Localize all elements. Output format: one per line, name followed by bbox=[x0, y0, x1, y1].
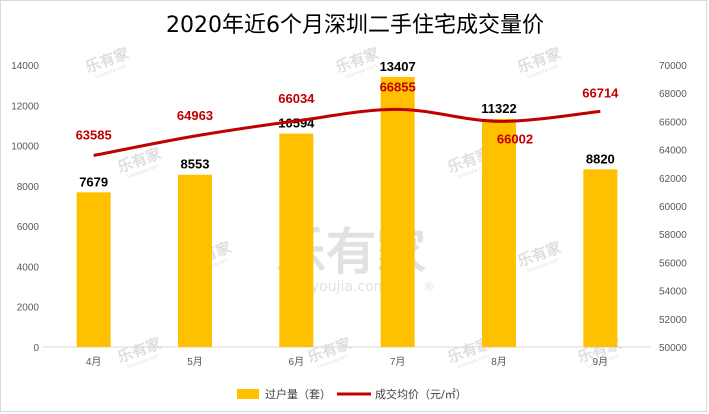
left-y-tick-label: 12000 bbox=[11, 101, 39, 112]
bar bbox=[76, 192, 111, 347]
line-data-label: 66034 bbox=[278, 91, 315, 106]
x-tick-label: 7月 bbox=[390, 356, 406, 368]
left-y-tick-label: 10000 bbox=[11, 142, 39, 153]
line-data-label: 63585 bbox=[76, 127, 112, 142]
bar-data-label: 13407 bbox=[380, 59, 416, 74]
bar bbox=[482, 118, 516, 348]
legend-bar-swatch bbox=[237, 389, 259, 399]
right-y-tick-label: 50000 bbox=[659, 343, 687, 354]
x-tick-label: 5月 bbox=[187, 356, 203, 368]
x-tick-label: 8月 bbox=[491, 356, 507, 368]
bar bbox=[380, 76, 415, 348]
left-y-tick-label: 4000 bbox=[17, 262, 40, 273]
legend-line-label: 成交均价（元/㎡） bbox=[375, 387, 467, 401]
left-y-tick-label: 6000 bbox=[17, 222, 40, 233]
legend: 过户量（套） 成交均价（元/㎡） bbox=[237, 387, 467, 401]
right-y-tick-label: 58000 bbox=[659, 230, 687, 241]
line-data-label: 66002 bbox=[497, 131, 533, 146]
right-y-tick-label: 52000 bbox=[659, 315, 687, 326]
right-y-tick-label: 54000 bbox=[659, 287, 687, 298]
line-series: 63585 64963 66034 66855 66002 66714 bbox=[76, 79, 619, 157]
right-y-tick-label: 62000 bbox=[659, 174, 687, 185]
right-y-tick-label: 68000 bbox=[659, 89, 687, 100]
chart-title: 2020年近6个月深圳二手住宅成交量价 bbox=[166, 13, 544, 38]
left-y-tick-label: 8000 bbox=[17, 182, 40, 193]
right-y-axis: 50000 52000 54000 56000 58000 60000 62000 64000… bbox=[659, 61, 687, 354]
right-y-tick-label: 60000 bbox=[659, 202, 687, 213]
line-data-label: 64963 bbox=[177, 108, 213, 123]
x-tick-label: 4月 bbox=[86, 356, 102, 368]
left-y-tick-label: 14000 bbox=[11, 61, 39, 72]
line-series-path bbox=[93, 107, 601, 157]
watermark-domain-text-large: Leyoujia.com bbox=[295, 279, 388, 295]
right-y-tick-label: 70000 bbox=[659, 61, 687, 72]
right-y-tick-label: 64000 bbox=[659, 146, 687, 157]
watermark-registered-mark: ® bbox=[423, 280, 435, 294]
line-data-label: 66714 bbox=[582, 85, 619, 100]
bar bbox=[279, 133, 314, 347]
x-tick-label: 9月 bbox=[593, 356, 609, 368]
left-y-axis: 0 2000 4000 6000 8000 10000 12000 14000 bbox=[11, 61, 39, 354]
left-y-tick-label: 0 bbox=[33, 343, 39, 354]
bar-data-label: 7679 bbox=[79, 174, 108, 189]
bar bbox=[178, 174, 212, 347]
bar bbox=[583, 169, 618, 347]
legend-bar-label: 过户量（套） bbox=[265, 387, 331, 401]
right-y-tick-label: 66000 bbox=[659, 117, 687, 128]
line-data-label: 66855 bbox=[380, 79, 416, 94]
bar-data-label: 8820 bbox=[586, 151, 615, 166]
right-y-tick-label: 56000 bbox=[659, 258, 687, 269]
bar-data-label: 8553 bbox=[181, 157, 210, 172]
bar-data-label: 11322 bbox=[481, 101, 516, 116]
left-y-tick-label: 2000 bbox=[17, 303, 40, 314]
x-axis-ticks: 4月 5月 6月 7月 8月 9月 bbox=[86, 356, 608, 368]
x-tick-label: 6月 bbox=[289, 356, 305, 368]
